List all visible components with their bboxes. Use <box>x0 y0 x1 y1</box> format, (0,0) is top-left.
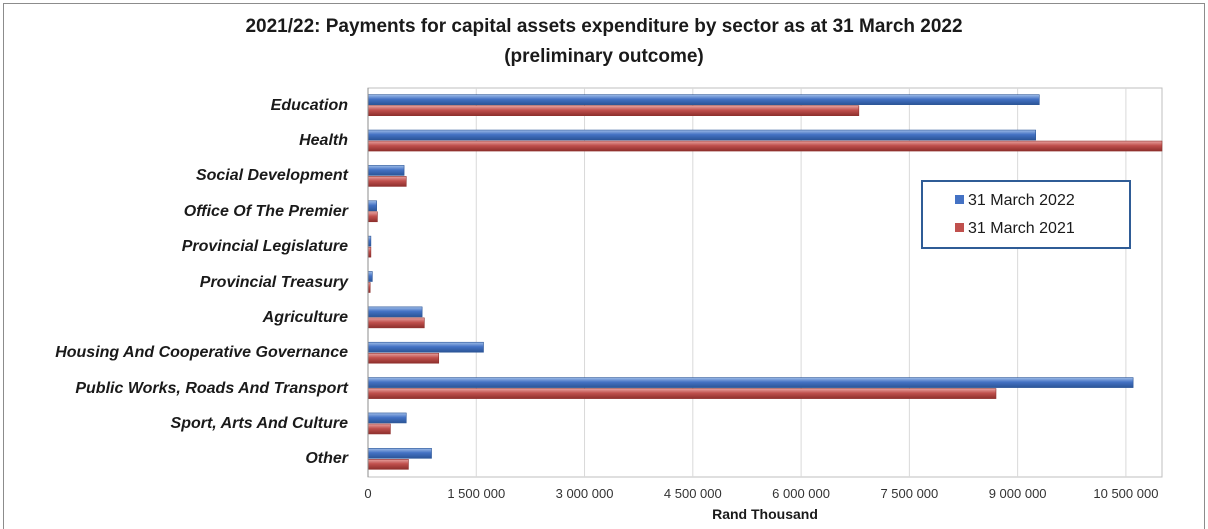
tick-label-5: 7 500 000 <box>880 486 939 501</box>
legend-label-2021: 31 March 2021 <box>968 220 1075 237</box>
category-label-10: Other <box>305 450 348 468</box>
bar-2022-10 <box>367 448 432 459</box>
tick-label-1: 1 500 000 <box>447 486 506 501</box>
bar-2022-1 <box>367 129 1036 141</box>
tick-label-0: 0 <box>364 486 372 501</box>
bar-2022-8 <box>367 377 1134 388</box>
tick-label-4: 6 000 000 <box>772 486 830 501</box>
category-label-9: Sport, Arts And Culture <box>170 414 348 432</box>
bar-2022-0 <box>367 94 1040 105</box>
bar-2021-6 <box>367 317 425 329</box>
chart-title: 2021/22: Payments for capital assets exp… <box>245 16 963 37</box>
tick-label-6: 9 000 000 <box>988 486 1047 501</box>
x-axis-label: Rand Thousand <box>712 506 818 522</box>
category-label-8: Public Works, Roads And Transport <box>75 379 348 397</box>
legend-item-2021: 31 March 2021 <box>955 220 1075 238</box>
legend-swatch-2021 <box>955 223 964 232</box>
legend-item-2022: 31 March 2022 <box>955 192 1075 210</box>
bar-2022-5 <box>367 271 373 282</box>
bar-2022-6 <box>367 306 423 318</box>
bar-2022-2 <box>367 165 405 176</box>
chart-subtitle: (preliminary outcome) <box>504 46 704 67</box>
legend-swatch-2022 <box>955 195 964 204</box>
category-label-2: Social Development <box>195 167 348 185</box>
bar-2022-7 <box>367 341 484 353</box>
category-label-0: Education <box>270 96 348 114</box>
bar-2021-2 <box>367 176 407 187</box>
tick-label-7: 10 500 000 <box>1093 486 1159 501</box>
tick-label-3: 4 500 000 <box>663 486 722 501</box>
bar-2021-7 <box>367 352 440 364</box>
category-label-6: Agriculture <box>262 308 348 326</box>
category-label-1: Health <box>299 132 348 150</box>
category-label-5: Provincial Treasury <box>199 273 348 291</box>
bar-2022-3 <box>367 200 377 212</box>
category-label-4: Provincial Legislature <box>181 238 348 256</box>
category-label-3: Office Of The Premier <box>183 202 348 220</box>
bar-2021-0 <box>367 105 860 116</box>
bar-2021-1 <box>367 140 1163 152</box>
bar-2021-8 <box>367 388 997 399</box>
category-label-7: Housing And Cooperative Governance <box>55 344 348 362</box>
bar-2022-9 <box>367 412 407 424</box>
legend-label-2022: 31 March 2022 <box>968 192 1075 209</box>
plot-area <box>367 87 1163 478</box>
bar-2021-3 <box>367 211 378 223</box>
bar-2021-10 <box>367 459 409 470</box>
tick-label-2: 3 000 000 <box>555 486 614 501</box>
bar-2021-9 <box>367 423 391 435</box>
legend: 31 March 2022 31 March 2021 <box>921 180 1131 249</box>
